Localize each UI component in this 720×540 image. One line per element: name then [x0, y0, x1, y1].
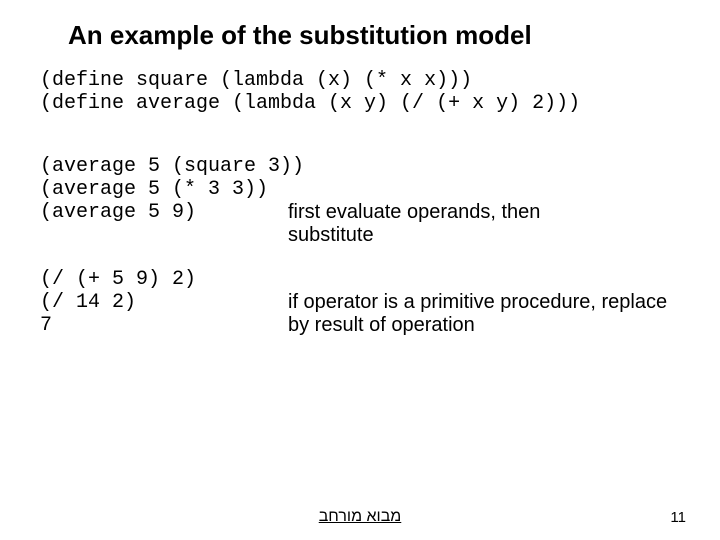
code-line: (average 5 (* 3 3)) [40, 178, 268, 201]
code-line: (/ 14 2) [40, 291, 136, 314]
annotation-second: if operator is a primitive procedure, re… [288, 291, 688, 337]
code-line: (define average (lambda (x y) (/ (+ x y)… [40, 92, 580, 115]
code-line: (define square (lambda (x) (* x x))) [40, 69, 472, 92]
code-line: (/ (+ 5 9) 2) [40, 268, 196, 291]
slide-title: An example of the substitution model [68, 20, 680, 51]
code-evaluation: (average 5 (square 3)) (average 5 (* 3 3… [40, 155, 680, 224]
slide-content: An example of the substitution model (de… [0, 0, 720, 337]
code-line: (average 5 9) [40, 201, 196, 224]
page-number: 11 [670, 509, 686, 526]
annotation-first: first evaluate operands, then substitute [288, 201, 588, 247]
code-line: (average 5 (square 3)) [40, 155, 304, 178]
code-line: 7 [40, 314, 52, 337]
code-reduction: (/ (+ 5 9) 2) (/ 14 2) 7if operator is a… [40, 268, 680, 337]
code-definitions: (define square (lambda (x) (* x x))) (de… [40, 69, 680, 115]
footer-label: מבוא מורחב [319, 508, 402, 526]
